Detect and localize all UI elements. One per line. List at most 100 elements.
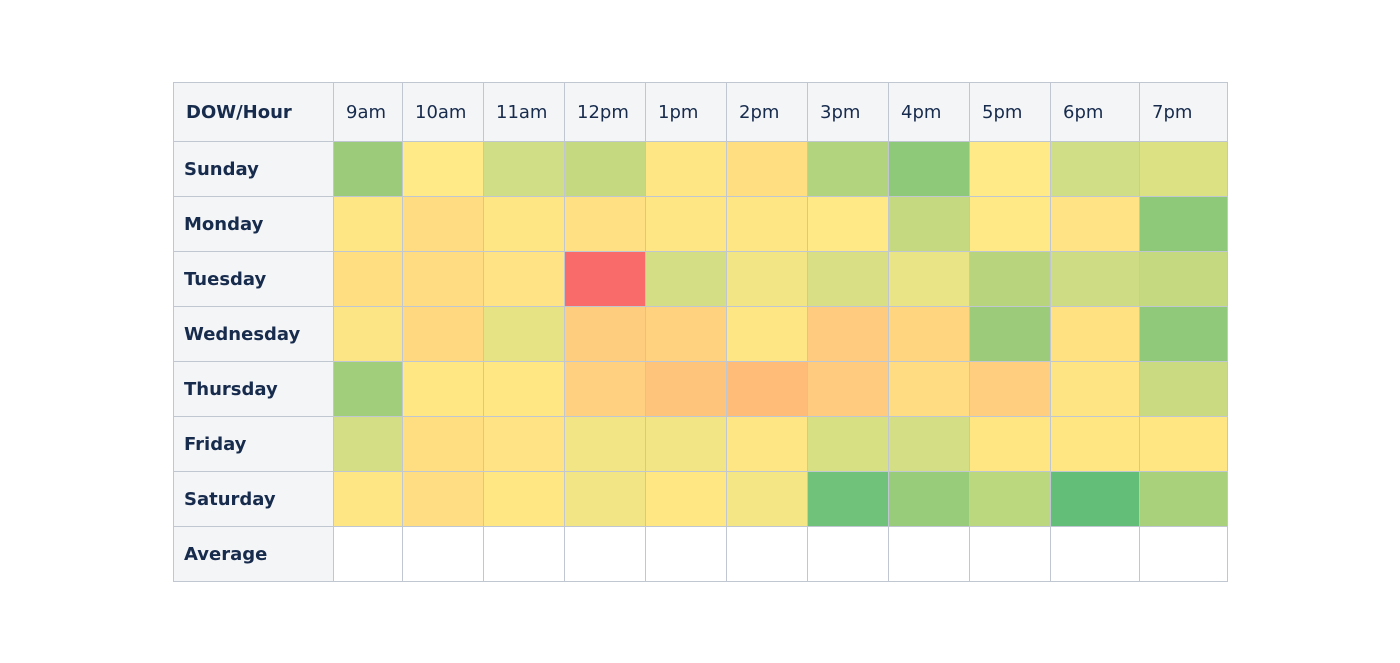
- heatmap-cell-saturday-3pm: [807, 471, 889, 527]
- column-header-3pm: 3pm: [807, 82, 889, 142]
- heatmap-cell-average-11am: [483, 526, 565, 582]
- heatmap-cell-friday-12pm: [564, 416, 646, 472]
- column-header-7pm: 7pm: [1139, 82, 1228, 142]
- heatmap-cell-saturday-2pm: [726, 471, 808, 527]
- row-label-wednesday: Wednesday: [173, 306, 334, 362]
- heatmap-cell-average-9am: [333, 526, 403, 582]
- heatmap-cell-average-6pm: [1050, 526, 1140, 582]
- column-header-11am: 11am: [483, 82, 565, 142]
- heatmap-cell-thursday-11am: [483, 361, 565, 417]
- heatmap-cell-saturday-5pm: [969, 471, 1051, 527]
- heatmap-cell-monday-6pm: [1050, 196, 1140, 252]
- row-label-thursday: Thursday: [173, 361, 334, 417]
- heatmap-cell-average-3pm: [807, 526, 889, 582]
- heatmap-cell-friday-2pm: [726, 416, 808, 472]
- heatmap-cell-thursday-10am: [402, 361, 484, 417]
- row-label-saturday: Saturday: [173, 471, 334, 527]
- heatmap-row-monday: Monday: [173, 196, 1228, 252]
- column-header-6pm: 6pm: [1050, 82, 1140, 142]
- heatmap-cell-saturday-12pm: [564, 471, 646, 527]
- heatmap-cell-saturday-1pm: [645, 471, 727, 527]
- heatmap-row-tuesday: Tuesday: [173, 251, 1228, 307]
- heatmap-cell-thursday-7pm: [1139, 361, 1228, 417]
- heatmap-cell-saturday-10am: [402, 471, 484, 527]
- row-label-sunday: Sunday: [173, 141, 334, 197]
- heatmap-cell-sunday-3pm: [807, 141, 889, 197]
- heatmap-cell-friday-1pm: [645, 416, 727, 472]
- heatmap-cell-tuesday-5pm: [969, 251, 1051, 307]
- heatmap-cell-wednesday-5pm: [969, 306, 1051, 362]
- heatmap-cell-tuesday-2pm: [726, 251, 808, 307]
- column-header-4pm: 4pm: [888, 82, 970, 142]
- dow-hour-heatmap: DOW/Hour 9am 10am 11am 12pm 1pm 2pm 3pm 4pm 5pm 6…: [173, 82, 1228, 582]
- heatmap-cell-monday-9am: [333, 196, 403, 252]
- heatmap-cell-saturday-9am: [333, 471, 403, 527]
- heatmap-row-sunday: Sunday: [173, 141, 1228, 197]
- heatmap-row-thursday: Thursday: [173, 361, 1228, 417]
- heatmap-cell-monday-4pm: [888, 196, 970, 252]
- heatmap-cell-friday-9am: [333, 416, 403, 472]
- heatmap-cell-thursday-1pm: [645, 361, 727, 417]
- heatmap-cell-sunday-7pm: [1139, 141, 1228, 197]
- heatmap-row-saturday: Saturday: [173, 471, 1228, 527]
- heatmap-cell-thursday-4pm: [888, 361, 970, 417]
- heatmap-cell-thursday-12pm: [564, 361, 646, 417]
- heatmap-cell-thursday-5pm: [969, 361, 1051, 417]
- heatmap-cell-average-1pm: [645, 526, 727, 582]
- heatmap-cell-sunday-12pm: [564, 141, 646, 197]
- heatmap-cell-tuesday-9am: [333, 251, 403, 307]
- heatmap-cell-tuesday-1pm: [645, 251, 727, 307]
- heatmap-cell-sunday-1pm: [645, 141, 727, 197]
- heatmap-cell-saturday-11am: [483, 471, 565, 527]
- heatmap-cell-average-2pm: [726, 526, 808, 582]
- heatmap-cell-wednesday-12pm: [564, 306, 646, 362]
- heatmap-cell-monday-2pm: [726, 196, 808, 252]
- heatmap-cell-monday-3pm: [807, 196, 889, 252]
- column-header-12pm: 12pm: [564, 82, 646, 142]
- heatmap-cell-wednesday-6pm: [1050, 306, 1140, 362]
- heatmap-cell-sunday-4pm: [888, 141, 970, 197]
- heatmap-cell-average-5pm: [969, 526, 1051, 582]
- heatmap-cell-monday-1pm: [645, 196, 727, 252]
- heatmap-row-wednesday: Wednesday: [173, 306, 1228, 362]
- heatmap-cell-wednesday-10am: [402, 306, 484, 362]
- row-label-friday: Friday: [173, 416, 334, 472]
- heatmap-cell-tuesday-11am: [483, 251, 565, 307]
- heatmap-cell-friday-7pm: [1139, 416, 1228, 472]
- heatmap-cell-friday-4pm: [888, 416, 970, 472]
- heatmap-cell-sunday-2pm: [726, 141, 808, 197]
- column-header-5pm: 5pm: [969, 82, 1051, 142]
- heatmap-cell-saturday-6pm: [1050, 471, 1140, 527]
- heatmap-cell-sunday-6pm: [1050, 141, 1140, 197]
- corner-label: DOW/Hour: [173, 82, 334, 142]
- heatmap-row-average: Average: [173, 526, 1228, 582]
- heatmap-cell-tuesday-12pm: [564, 251, 646, 307]
- heatmap-cell-thursday-3pm: [807, 361, 889, 417]
- column-header-9am: 9am: [333, 82, 403, 142]
- heatmap-row-friday: Friday: [173, 416, 1228, 472]
- row-label-monday: Monday: [173, 196, 334, 252]
- column-header-10am: 10am: [402, 82, 484, 142]
- heatmap-cell-tuesday-10am: [402, 251, 484, 307]
- heatmap-cell-thursday-9am: [333, 361, 403, 417]
- heatmap-cell-friday-5pm: [969, 416, 1051, 472]
- heatmap-cell-thursday-6pm: [1050, 361, 1140, 417]
- heatmap-cell-wednesday-7pm: [1139, 306, 1228, 362]
- heatmap-cell-sunday-5pm: [969, 141, 1051, 197]
- heatmap-cell-wednesday-9am: [333, 306, 403, 362]
- heatmap-cell-wednesday-11am: [483, 306, 565, 362]
- heatmap-cell-tuesday-7pm: [1139, 251, 1228, 307]
- heatmap-cell-average-10am: [402, 526, 484, 582]
- heatmap-cell-saturday-4pm: [888, 471, 970, 527]
- heatmap-cell-friday-3pm: [807, 416, 889, 472]
- heatmap-cell-wednesday-3pm: [807, 306, 889, 362]
- column-header-1pm: 1pm: [645, 82, 727, 142]
- heatmap-cell-friday-6pm: [1050, 416, 1140, 472]
- heatmap-cell-average-12pm: [564, 526, 646, 582]
- heatmap-cell-monday-5pm: [969, 196, 1051, 252]
- heatmap-cell-monday-12pm: [564, 196, 646, 252]
- row-label-tuesday: Tuesday: [173, 251, 334, 307]
- heatmap-cell-monday-10am: [402, 196, 484, 252]
- heatmap-cell-wednesday-4pm: [888, 306, 970, 362]
- heatmap-cell-sunday-11am: [483, 141, 565, 197]
